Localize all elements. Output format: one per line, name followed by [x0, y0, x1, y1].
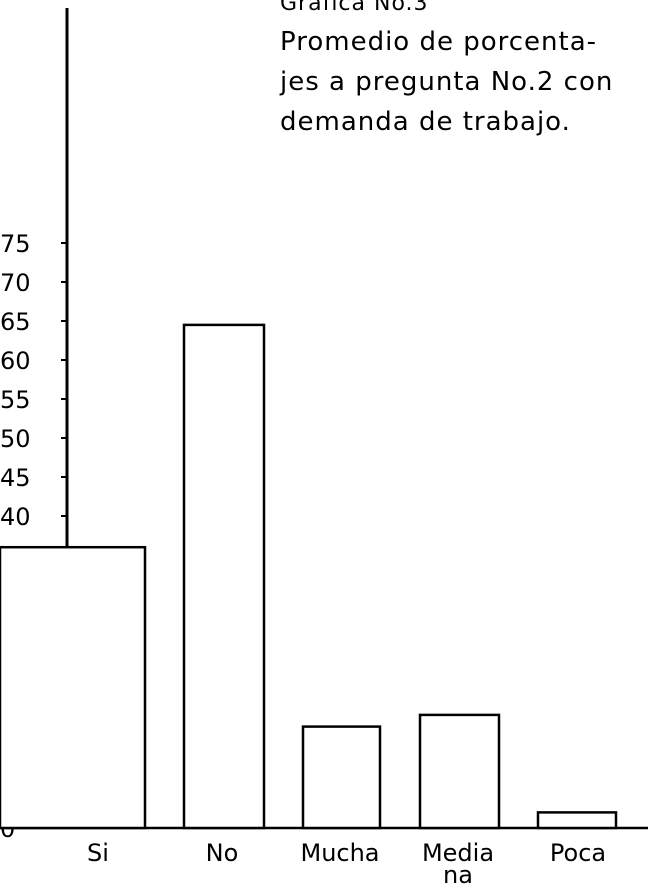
- x-tick-label: Si: [87, 839, 109, 867]
- bar-si: [0, 545, 147, 830]
- x-tick-label: Media: [422, 839, 494, 867]
- y-tick-label: 65: [0, 308, 31, 336]
- y-tick-label: 45: [0, 464, 31, 492]
- chart-title-block: Gráfica No.3 Promedio de porcenta- jes a…: [280, 0, 640, 142]
- x-tick-label: na: [443, 861, 473, 889]
- chart-title: Gráfica No.3: [280, 0, 429, 16]
- y-tick-label: 40: [0, 503, 31, 531]
- chart-subtitle-line-1: Promedio de porcenta-: [280, 27, 598, 57]
- bar-mucha: [301, 725, 382, 830]
- y-tick-label: 55: [0, 386, 31, 414]
- y-tick-label: 70: [0, 269, 31, 297]
- x-tick-label: Poca: [550, 839, 606, 867]
- x-tick-label: No: [206, 839, 239, 867]
- bars: [0, 323, 618, 830]
- chart-subtitle: Promedio de porcenta- jes a pregunta No.…: [280, 22, 640, 142]
- bar-media-na: [418, 713, 501, 830]
- chart-subtitle-line-3: demanda de trabajo.: [280, 107, 571, 137]
- bar-no: [182, 323, 266, 830]
- bar-poca: [536, 811, 618, 830]
- y-tick-label: 75: [0, 230, 31, 258]
- x-tick-label: Mucha: [300, 839, 379, 867]
- chart-subtitle-line-2: jes a pregunta No.2 con: [280, 67, 614, 97]
- y-tick-label: 60: [0, 347, 31, 375]
- y-tick-label: 50: [0, 425, 31, 453]
